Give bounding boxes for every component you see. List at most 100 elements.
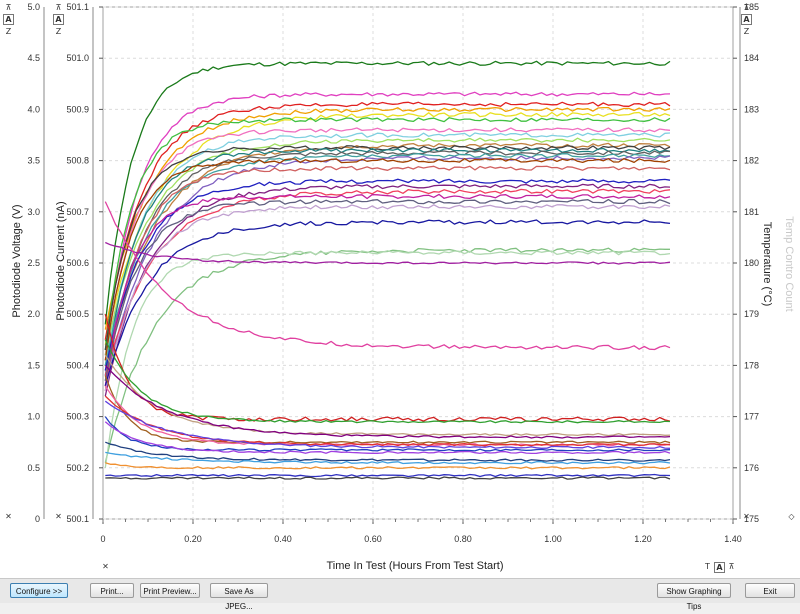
y2-autoscale-button[interactable]: A — [53, 14, 64, 25]
y2-tick-label: 500.9 — [66, 104, 89, 114]
chart-canvas: 0 500.1 175 0.5 500.2 176 1.0 500.3 177 1.5 500.4 1… — [0, 0, 800, 578]
series-line — [105, 473, 671, 478]
y3-tick-label: 179 — [744, 309, 759, 319]
y3-tick-label: 184 — [744, 53, 759, 63]
series-line — [104, 60, 671, 325]
diamond-icon[interactable]: ◇ — [788, 512, 795, 521]
y3-tick-label: 175 — [744, 514, 759, 524]
y1-tick-label: 2.5 — [27, 258, 40, 268]
y3-reset-icon[interactable]: ✕ — [743, 512, 750, 521]
series-line — [104, 375, 671, 444]
series-line — [104, 314, 671, 422]
print-preview-button[interactable]: Print Preview... — [140, 583, 200, 598]
series-line — [104, 150, 671, 381]
y3-zoom-icon[interactable]: Z — [743, 27, 750, 36]
y3-tick-label: 185 — [744, 2, 759, 12]
series-line — [104, 127, 671, 361]
left-axis-1-title: Photodiode Voltage (V) — [11, 204, 23, 318]
y1-tick-label: 1.5 — [27, 360, 40, 370]
print-button[interactable]: Print... — [90, 583, 134, 598]
y2-tick-label: 500.7 — [66, 207, 89, 217]
series-line — [104, 219, 671, 387]
series-line — [104, 339, 671, 424]
y3-lock-icon[interactable]: ⊼ — [743, 3, 750, 12]
series-layer — [104, 60, 671, 480]
series-line — [104, 354, 671, 437]
series-line — [104, 91, 671, 356]
series-line — [104, 178, 671, 371]
right-axis-title: Temperature (°C) — [761, 221, 773, 307]
x-tick-label: 0.60 — [364, 534, 382, 544]
exit-button[interactable]: Exit — [745, 583, 795, 598]
y1-autoscale-button[interactable]: A — [3, 14, 14, 25]
y3-tick-label: 178 — [744, 360, 759, 370]
series-line — [104, 106, 671, 330]
x-axis-title: Time In Test (Hours From Test Start) — [326, 560, 504, 572]
y2-tick-label: 500.4 — [66, 360, 89, 370]
y3-tick-label: 180 — [744, 258, 759, 268]
x-text-icon[interactable]: T — [705, 562, 710, 571]
y1-tick-label: 4.0 — [27, 104, 40, 114]
y2-lock-icon[interactable]: ⊼ — [55, 3, 62, 12]
y1-tick-label: 0.5 — [27, 463, 40, 473]
series-line — [105, 441, 671, 462]
y2-tick-label: 500.3 — [66, 412, 89, 422]
series-line — [104, 201, 671, 351]
series-line — [104, 132, 671, 366]
series-line — [105, 241, 671, 265]
series-line — [104, 101, 671, 340]
series-line — [104, 183, 671, 397]
series-line — [104, 193, 671, 386]
series-line — [104, 395, 671, 447]
y1-tick-label: 0 — [35, 514, 40, 524]
x-zoom-icon[interactable]: ⊼ — [728, 562, 735, 571]
series-line — [104, 247, 670, 463]
x-tick-label: 0.80 — [454, 534, 472, 544]
y3-tick-label: 176 — [744, 463, 759, 473]
series-line — [104, 188, 671, 376]
y3-tick-label: 181 — [744, 207, 759, 217]
series-line — [104, 117, 671, 351]
x-tick-label: 0.40 — [274, 534, 292, 544]
series-line — [104, 147, 671, 376]
y1-tick-label: 3.0 — [27, 207, 40, 217]
y2-tick-label: 500.8 — [66, 156, 89, 166]
axes-layer: 0 500.1 175 0.5 500.2 176 1.0 500.3 177 1.5 500.4 1… — [27, 2, 759, 544]
x-tick-label: 1.20 — [634, 534, 652, 544]
series-line — [104, 204, 671, 392]
y1-tick-label: 1.0 — [27, 412, 40, 422]
configure-button[interactable]: Configure >> — [10, 583, 68, 598]
x-tick-label: 0.20 — [184, 534, 202, 544]
x-reset-icon[interactable]: ✕ — [102, 562, 109, 571]
series-line — [104, 400, 671, 449]
y1-lock-icon[interactable]: ⊼ — [5, 3, 12, 12]
y2-zoom-icon[interactable]: Z — [55, 27, 62, 36]
y1-reset-icon[interactable]: ✕ — [5, 512, 12, 521]
y1-tick-label: 3.5 — [27, 156, 40, 166]
series-line — [104, 111, 671, 346]
bottom-toolbar: Configure >> Print... Print Preview... S… — [0, 578, 800, 611]
y2-tick-label: 501.1 — [66, 2, 89, 12]
y3-tick-label: 177 — [744, 412, 759, 422]
x-tick-label: 1.00 — [544, 534, 562, 544]
x-autoscale-button[interactable]: A — [714, 562, 725, 573]
series-line — [104, 165, 671, 392]
y1-tick-label: 5.0 — [27, 2, 40, 12]
series-line — [104, 364, 671, 439]
series-line — [104, 157, 671, 361]
x-tick-label: 1.40 — [724, 534, 742, 544]
series-line — [105, 476, 671, 480]
series-line — [105, 462, 671, 470]
series-line — [104, 421, 671, 455]
y3-tick-label: 183 — [744, 104, 759, 114]
x-tick-label: 0 — [100, 534, 105, 544]
y2-reset-icon[interactable]: ✕ — [55, 512, 62, 521]
series-line — [104, 198, 671, 381]
right-axis-faded-title: Temp Contro Count — [783, 216, 795, 312]
y2-tick-label: 501.0 — [66, 53, 89, 63]
y2-tick-label: 500.1 — [66, 514, 89, 524]
y3-autoscale-button[interactable]: A — [741, 14, 752, 25]
y1-zoom-icon[interactable]: Z — [5, 27, 12, 36]
save-jpeg-button[interactable]: Save As JPEG... — [210, 583, 268, 611]
graphing-tips-button[interactable]: Show Graphing Tips — [657, 583, 731, 611]
